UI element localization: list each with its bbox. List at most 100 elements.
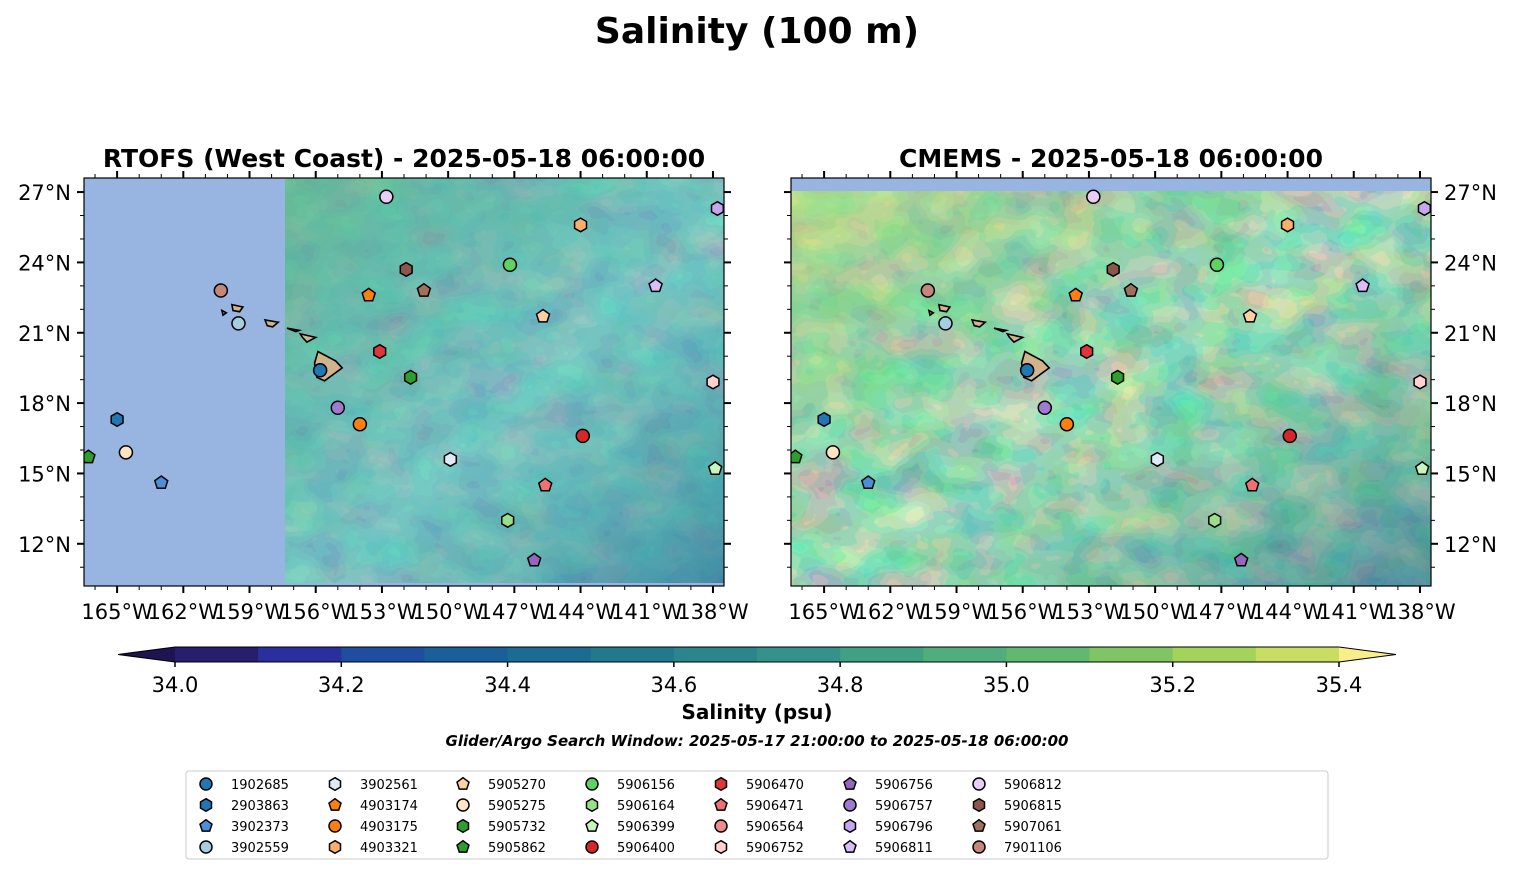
legend-label: 5907061 [1004,820,1062,835]
island-shape [286,327,303,333]
colorbar-label: Salinity (psu) [681,700,832,724]
float-marker [1086,189,1101,205]
float-marker [110,411,124,428]
colorbar-tick-label: 34.6 [650,673,697,697]
legend-marker [714,776,728,792]
island-shape [230,303,245,313]
float-marker [379,189,394,205]
legend-label: 5905270 [488,778,546,793]
map-rtofs: RTOFS (West Coast) - 2025-05-18 06:00:00… [18,144,749,624]
float-marker [416,282,432,297]
colorbar-cell [1006,647,1091,662]
float-marker [1080,343,1094,360]
float-marker [153,475,169,490]
map-cmems: CMEMS - 2025-05-18 06:00:00 165°W162°W15… [784,144,1497,624]
legend-label: 5906471 [746,799,804,814]
legend-label: 5906756 [875,778,933,793]
lat-tick-label: 24°N [1444,251,1497,275]
colorbar-cell [840,647,924,662]
colorbar-tick-label: 34.8 [817,673,864,697]
colorbar-cells [117,646,1397,663]
legend-label: 4903175 [360,820,418,835]
legend-marker [328,776,342,792]
colorbar-cell [1255,647,1340,662]
float-marker [352,416,368,432]
float-marker [1233,552,1249,567]
map-rtofs-title: RTOFS (West Coast) - 2025-05-18 06:00:00 [103,144,705,173]
float-marker [502,257,518,273]
lon-tick-label: 153°W [1053,600,1125,624]
legend-marker [456,818,470,834]
colorbar-extend-low [118,647,175,662]
legend-label: 4903174 [360,799,418,814]
float-marker [1209,257,1225,273]
float-marker [710,200,724,217]
float-marker [231,316,246,331]
float-marker [1417,200,1431,217]
search-window-caption: Glider/Argo Search Window: 2025-05-17 21… [446,732,1069,750]
island-shape [1005,332,1025,344]
lon-tick-label: 150°W [412,600,484,624]
colorbar-cell [923,647,1008,662]
island-shape [970,318,988,328]
lon-tick-label: 159°W [921,600,993,624]
lon-tick-label: 138°W [677,600,749,624]
float-marker [1106,261,1120,278]
lat-tick-label: 24°N [18,251,71,275]
island-shape [263,318,281,328]
float-legend: 1902685 2903863 3902373 3902559 3902561 49031… [199,776,1062,856]
legend-marker [456,839,470,853]
lat-tick-label: 15°N [18,462,71,486]
float-marker [1068,287,1084,302]
lon-tick-label: 147°W [1186,600,1258,624]
float-marker [706,374,720,390]
float-marker [860,475,876,490]
lon-tick-label: 162°W [148,600,220,624]
float-marker [575,428,591,444]
lon-tick-label: 147°W [479,600,551,624]
island-shape [937,303,952,313]
legend-label: 5905275 [488,799,546,814]
lat-tick-label: 18°N [18,392,71,416]
float-marker [817,411,831,428]
legend-marker [199,818,213,832]
legend-marker [585,797,599,813]
legend-marker [199,777,213,791]
legend-label: 1902685 [231,778,289,793]
colorbar-cell [258,647,342,662]
legend-label: 7901106 [1004,841,1062,856]
lon-tick-label: 159°W [214,600,286,624]
float-marker [1019,363,1035,378]
legend-marker [972,797,986,813]
colorbar-tick-label: 35.4 [1316,673,1363,697]
colorbar-tick-label: 35.0 [983,673,1030,697]
legend-marker [585,777,599,791]
legend-label: 5906812 [1004,778,1062,793]
legend-marker [972,777,986,791]
colorbar-cell [424,647,509,662]
island-shape [220,308,228,317]
lon-tick-label: 156°W [280,600,352,624]
lat-tick-label: 12°N [18,533,71,557]
float-marker [535,308,551,323]
legend-label: 5906811 [875,841,933,856]
float-marker [213,283,229,298]
float-marker [1414,460,1430,476]
legend-label: 5906470 [746,778,804,793]
map-cmems-title: CMEMS - 2025-05-18 06:00:00 [899,144,1323,173]
legend-label: 5906399 [617,820,675,835]
lon-tick-label: 150°W [1119,600,1191,624]
legend-label: 5906164 [617,799,675,814]
legend-label: 3902559 [231,841,289,856]
float-marker [1244,477,1260,492]
map-rtofs-floats [84,189,724,586]
float-marker [1282,428,1298,444]
colorbar-cell [757,647,841,662]
lat-tick-label: 21°N [1444,322,1497,346]
float-marker [118,445,134,460]
float-marker [573,217,588,233]
legend-marker [328,797,342,811]
legend-label: 5905862 [488,841,546,856]
float-marker [1280,217,1295,233]
legend-marker [199,797,213,813]
